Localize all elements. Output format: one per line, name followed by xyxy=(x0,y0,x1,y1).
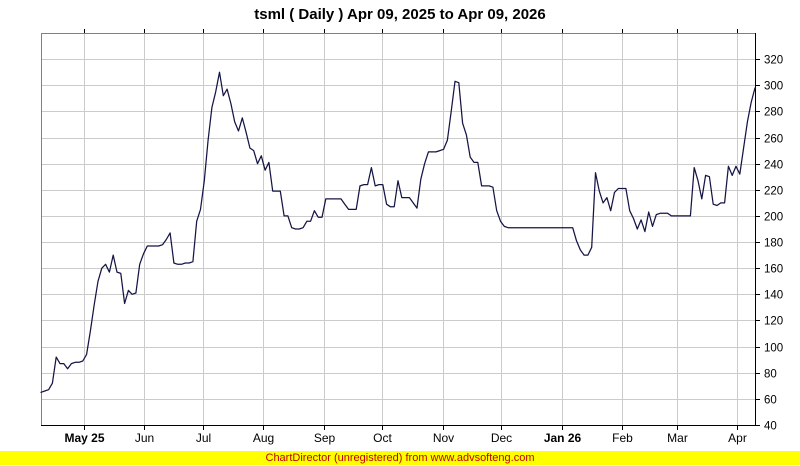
y-axis-label: 320 xyxy=(764,55,783,67)
y-axis-label: 100 xyxy=(764,343,783,355)
price-line xyxy=(40,71,756,393)
y-axis-label: 160 xyxy=(764,264,783,276)
y-axis-label: 80 xyxy=(764,369,777,381)
x-axis-label: Sep xyxy=(314,431,336,445)
y-axis-label: 220 xyxy=(764,186,783,198)
x-axis-label: Oct xyxy=(373,431,392,445)
x-axis-label: May 25 xyxy=(64,431,104,445)
chartdirector-banner: ChartDirector (unregistered) from www.ad… xyxy=(0,451,800,465)
y-axis-label: 280 xyxy=(764,107,783,119)
x-axis-label: Jun xyxy=(135,431,154,445)
y-axis-label: 180 xyxy=(764,238,783,250)
x-axis-label: Jul xyxy=(196,431,211,445)
x-axis-label: Mar xyxy=(667,431,688,445)
x-axis-label: Nov xyxy=(433,431,454,445)
y-axis-label: 140 xyxy=(764,290,783,302)
y-axis-label: 40 xyxy=(764,421,777,433)
x-axis-label: Dec xyxy=(491,431,512,445)
x-axis-label: Aug xyxy=(253,431,274,445)
y-axis-label: 200 xyxy=(764,212,783,224)
y-axis-label: 240 xyxy=(764,160,783,172)
x-axis-label: Jan 26 xyxy=(544,431,582,445)
y-axis-label: 260 xyxy=(764,134,783,146)
chart-title: tsml ( Daily ) Apr 09, 2025 to Apr 09, 2… xyxy=(254,6,546,23)
y-axis-label: 120 xyxy=(764,316,783,328)
y-axis-label: 300 xyxy=(764,81,783,93)
x-axis-label: Apr xyxy=(728,431,747,445)
x-axis-label: Feb xyxy=(612,431,633,445)
y-axis-label: 60 xyxy=(764,395,777,407)
